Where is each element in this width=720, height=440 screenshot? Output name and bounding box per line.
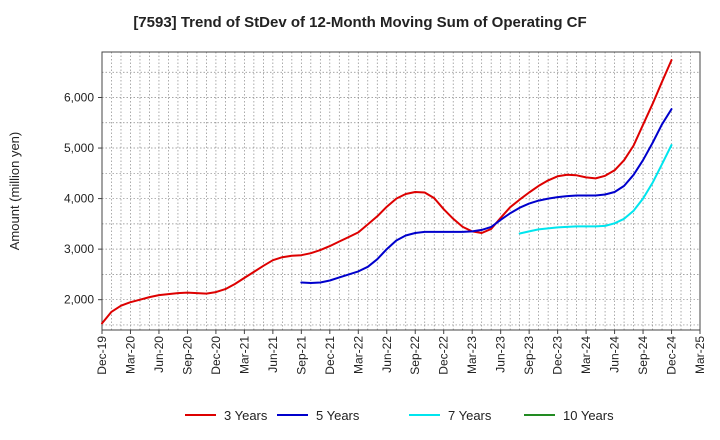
x-tick-label: Sep-21	[294, 336, 308, 375]
x-tick-label: Sep-22	[408, 336, 422, 375]
legend-item: 7 Years	[409, 408, 492, 423]
x-tick-label: Dec-20	[209, 336, 223, 375]
legend-label: 10 Years	[563, 408, 614, 423]
series-line-3-years	[101, 59, 673, 325]
x-tick-label: Dec-21	[323, 336, 337, 375]
x-tick-label: Mar-21	[237, 336, 251, 374]
legend-item: 10 Years	[524, 408, 614, 423]
y-tick-label: 6,000	[64, 90, 94, 104]
x-tick-label: Dec-19	[95, 336, 109, 375]
x-tick-label: Dec-22	[437, 336, 451, 375]
series-line-7-years	[518, 144, 673, 235]
x-tick-label: Dec-23	[551, 336, 565, 375]
x-tick-label: Jun-22	[380, 336, 394, 373]
x-tick-label: Sep-20	[180, 336, 194, 375]
legend-item: 5 Years	[277, 408, 360, 423]
chart-title: [7593] Trend of StDev of 12-Month Moving…	[133, 14, 587, 31]
series-line-5-years	[300, 108, 673, 284]
plot-area	[101, 51, 701, 331]
x-tick-label: Sep-23	[522, 336, 536, 375]
y-axis-title: Amount (million yen)	[7, 132, 22, 251]
x-tick-label: Mar-22	[351, 336, 365, 374]
y-tick-label: 2,000	[64, 293, 94, 307]
x-tick-label: Mar-25	[693, 336, 707, 374]
legend-label: 3 Years	[224, 408, 268, 423]
y-tick-label: 3,000	[64, 242, 94, 256]
x-tick-label: Sep-24	[636, 336, 650, 375]
x-tick-label: Mar-24	[579, 336, 593, 374]
legend-item: 3 Years	[185, 408, 268, 423]
x-tick-label: Dec-24	[665, 336, 679, 375]
x-tick-label: Jun-24	[608, 336, 622, 373]
x-tick-label: Mar-23	[465, 336, 479, 374]
y-tick-label: 5,000	[64, 141, 94, 155]
x-tick-label: Mar-20	[123, 336, 137, 374]
legend-label: 5 Years	[316, 408, 360, 423]
y-tick-label: 4,000	[64, 192, 94, 206]
x-tick-label: Jun-21	[266, 336, 280, 373]
legend-label: 7 Years	[448, 408, 492, 423]
x-tick-label: Jun-23	[494, 336, 508, 373]
x-tick-label: Jun-20	[152, 336, 166, 373]
